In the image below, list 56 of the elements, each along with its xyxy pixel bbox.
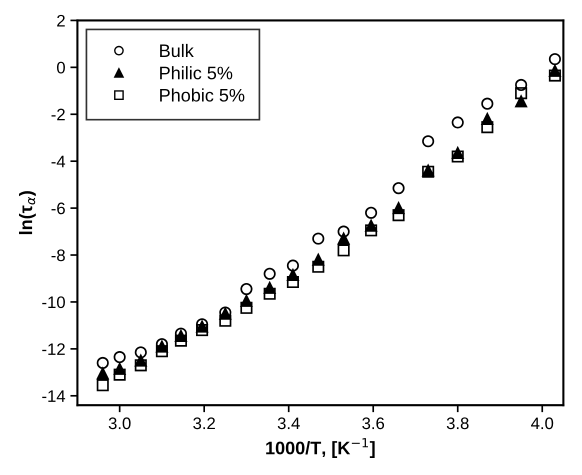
point: [156, 345, 168, 358]
point: [365, 224, 378, 236]
y-tick-label: -12: [42, 343, 65, 355]
y-tick-label: 2: [57, 14, 65, 26]
y-tick-label: -10: [42, 296, 65, 308]
point: [134, 359, 147, 372]
point: [392, 209, 405, 222]
point: [96, 379, 109, 392]
point: [548, 70, 561, 82]
point: [392, 182, 405, 194]
x-tick-label: 3.6: [362, 417, 384, 430]
point: [515, 87, 528, 100]
point: [286, 276, 299, 288]
x-axis-title: 1000/T, [K$^{−1}$]: [266, 438, 375, 458]
point: [422, 135, 434, 148]
point: [264, 268, 276, 280]
point: [134, 346, 147, 358]
point: [548, 53, 561, 66]
point: [240, 283, 252, 296]
point: [114, 368, 126, 381]
point: [96, 356, 109, 369]
x-tick-label: 3.2: [193, 417, 215, 430]
point: [338, 232, 350, 245]
point: [240, 302, 252, 314]
point: [264, 288, 276, 300]
point: [481, 98, 494, 110]
y-tick-label: -14: [42, 390, 66, 402]
y-tick-label: -2: [52, 108, 65, 120]
point: [452, 150, 464, 163]
point: [452, 116, 464, 129]
point: [196, 324, 208, 336]
point: [174, 334, 187, 347]
point: [312, 260, 324, 273]
x-tick-label: 4.0: [531, 417, 554, 430]
point: [338, 244, 350, 256]
y-tick-label: -8: [52, 249, 65, 262]
point: [312, 232, 324, 245]
y-tick-label: -4: [52, 156, 66, 168]
point: [338, 226, 350, 238]
x-tick-label: 3.4: [278, 417, 300, 430]
y-tick-label: 0: [56, 62, 65, 74]
y-axis-title: ln(τ$_{α}$): [18, 191, 36, 234]
point: [219, 314, 232, 327]
legend-label: Phobic 5%: [160, 88, 244, 102]
point: [365, 206, 378, 219]
legend-label: Bulk: [160, 44, 194, 58]
point: [515, 95, 528, 108]
point: [114, 351, 126, 364]
y-tick-label: -6: [52, 202, 65, 214]
point: [481, 121, 494, 134]
point: [96, 367, 109, 380]
point: [286, 260, 299, 272]
x-tick-label: 3.0: [108, 417, 131, 430]
x-tick-label: 3.8: [446, 417, 469, 430]
point: [515, 78, 528, 91]
legend-label: Philic 5%: [160, 66, 232, 80]
